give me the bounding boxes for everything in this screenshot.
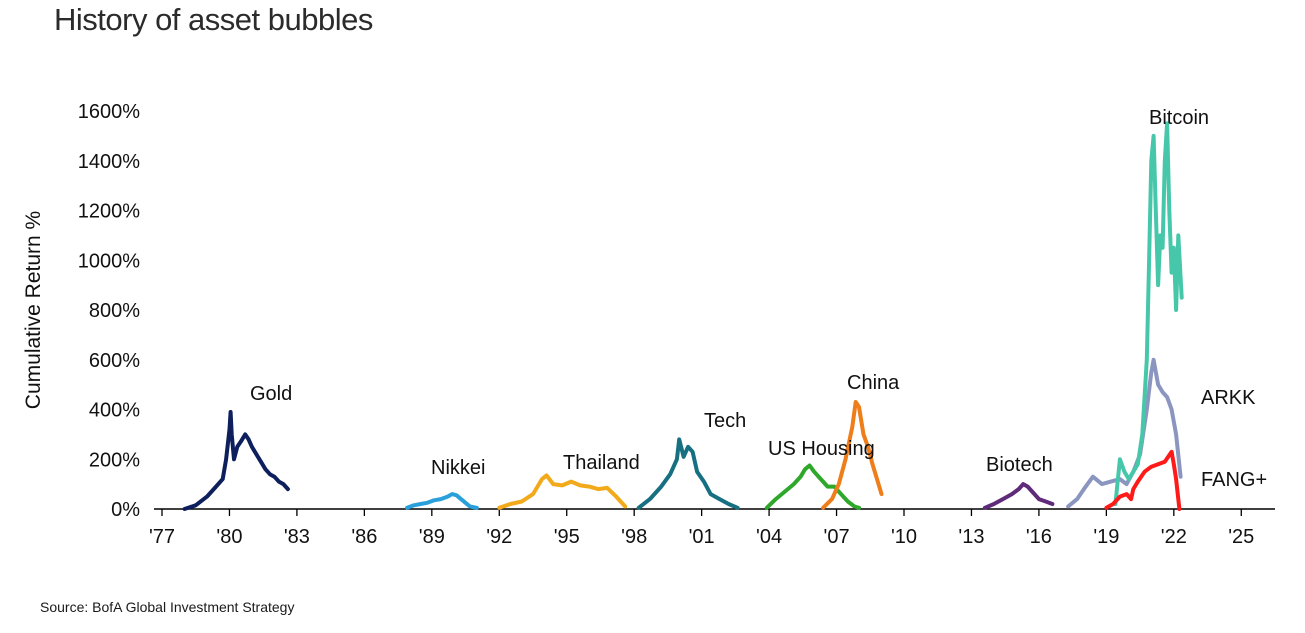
- y-axis-title: Cumulative Return %: [22, 211, 45, 409]
- x-tick-label: '19: [1093, 526, 1119, 548]
- series-layer: [182, 121, 1184, 511]
- x-tick-label: '13: [958, 526, 984, 548]
- axis-layer: '77 '80 '83 '86 '89 '92 '95 '98 '01 '04 '07 '10 '13 '…: [22, 101, 1275, 548]
- x-tick-label: '86: [351, 526, 377, 548]
- x-tick-label: '04: [756, 526, 782, 548]
- series-line-biotech: [982, 482, 1055, 510]
- y-tick-label: 800%: [89, 300, 140, 322]
- x-tick-label: '07: [824, 526, 850, 548]
- source-note: Source: BofA Global Investment Strategy: [40, 599, 295, 615]
- series-label-china: China: [847, 372, 900, 394]
- series-line-gold: [182, 410, 290, 511]
- series-label-gold: Gold: [250, 383, 292, 405]
- series-line-thailand: [497, 473, 628, 510]
- series-line-fang: [1104, 449, 1182, 511]
- series-label-biotech: Biotech: [986, 454, 1053, 476]
- y-tick-label: 600%: [89, 350, 140, 372]
- series-line-tech: [636, 437, 740, 510]
- y-tick-label: 200%: [89, 449, 140, 471]
- series-label-tech: Tech: [704, 410, 746, 432]
- series-line-nikkei: [405, 492, 479, 510]
- series-line-bitcoin: [1113, 121, 1184, 506]
- x-tick-label: '77: [149, 526, 175, 548]
- series-label-us-housing: US Housing: [768, 438, 875, 460]
- series-label-nikkei: Nikkei: [431, 457, 485, 479]
- x-tick-label: '25: [1228, 526, 1254, 548]
- series-label-arkk: ARKK: [1201, 387, 1256, 409]
- y-tick-label: 0%: [111, 499, 140, 521]
- x-tick-label: '89: [419, 526, 445, 548]
- label-layer: Gold Nikkei Thailand Tech US Housing China Bio…: [250, 107, 1267, 491]
- x-tick-label: '98: [621, 526, 647, 548]
- series-label-thailand: Thailand: [563, 452, 640, 474]
- y-tick-label: 1200%: [78, 201, 140, 223]
- y-tick-label: 1400%: [78, 151, 140, 173]
- x-tick-label: '16: [1026, 526, 1052, 548]
- x-tick-label: '01: [689, 526, 715, 548]
- series-label-bitcoin: Bitcoin: [1149, 107, 1209, 129]
- series-label-fang: FANG+: [1201, 469, 1267, 491]
- x-tick-label: '95: [554, 526, 580, 548]
- x-tick-label: '80: [216, 526, 242, 548]
- series-line-us-housing: [764, 463, 861, 510]
- y-tick-label: 1000%: [78, 250, 140, 272]
- y-tick-label: 400%: [89, 400, 140, 422]
- x-tick-label: '83: [284, 526, 310, 548]
- series-line-china: [821, 400, 884, 510]
- series-line-arkk: [1066, 357, 1183, 509]
- x-tick-label: '10: [891, 526, 917, 548]
- y-tick-label: 1600%: [78, 101, 140, 123]
- x-tick-label: '22: [1161, 526, 1187, 548]
- chart-title: History of asset bubbles: [54, 2, 373, 37]
- x-tick-label: '92: [486, 526, 512, 548]
